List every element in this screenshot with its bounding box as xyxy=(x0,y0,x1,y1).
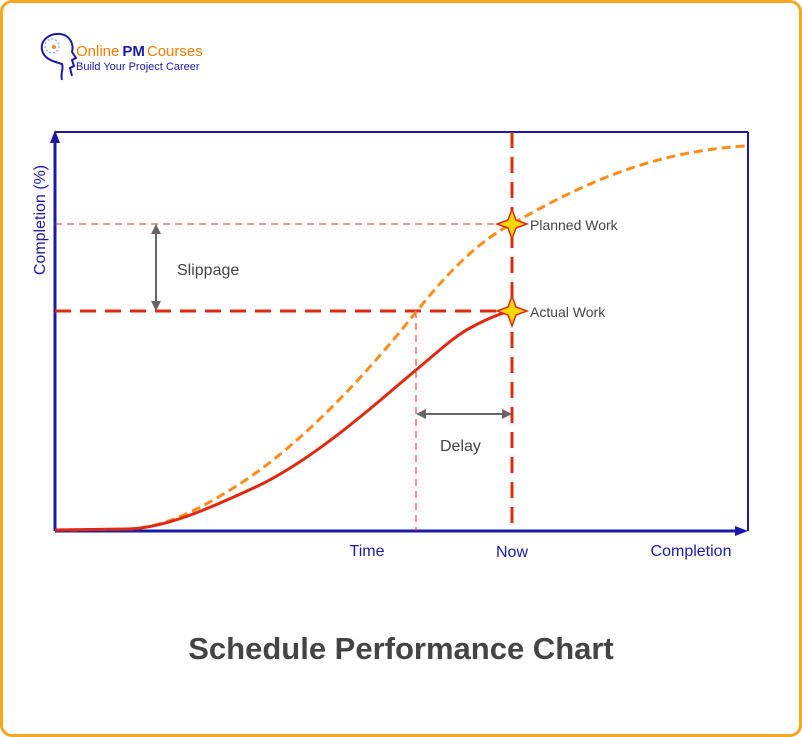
actual-work-label: Actual Work xyxy=(530,304,606,320)
chart-title: Schedule Performance Chart xyxy=(188,631,614,666)
delay-label: Delay xyxy=(440,438,481,455)
slippage-arrow xyxy=(151,224,161,311)
slippage-label: Slippage xyxy=(177,262,239,279)
y-axis-label: Completion (%) xyxy=(32,165,49,275)
planned-work-label: Planned Work xyxy=(530,217,619,233)
x-label-completion: Completion xyxy=(651,543,732,560)
y-axis-arrowhead xyxy=(50,130,60,143)
logo-pm: PM xyxy=(122,43,145,60)
logo-tagline: Build Your Project Career xyxy=(76,61,200,73)
actual-work-curve xyxy=(54,309,513,532)
actual-work-star-icon xyxy=(494,293,530,329)
x-axis-arrowhead xyxy=(735,526,748,536)
planned-work-star-icon xyxy=(494,206,530,242)
logo-courses: Courses xyxy=(147,43,203,60)
x-label-time: Time xyxy=(350,543,385,560)
head-logo-icon xyxy=(40,32,78,81)
x-label-now: Now xyxy=(496,544,528,561)
planned-work-curve xyxy=(54,144,746,532)
logo-online: Online xyxy=(76,43,119,60)
delay-arrow xyxy=(416,409,512,419)
logo: Online PM Courses Build Your Project Caree… xyxy=(40,32,203,81)
